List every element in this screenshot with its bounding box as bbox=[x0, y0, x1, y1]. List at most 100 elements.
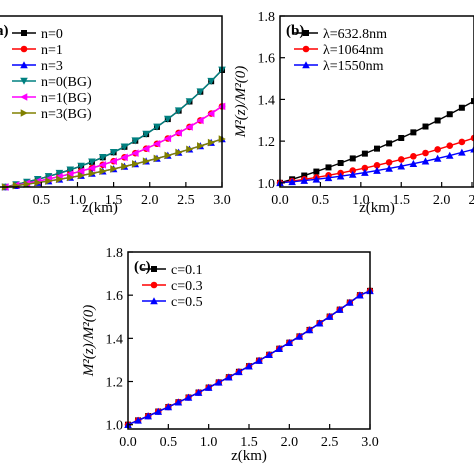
legend-label: n=3 bbox=[41, 59, 63, 74]
legend-marker bbox=[302, 61, 310, 69]
x-tick-label: 2 bbox=[469, 193, 474, 208]
data-point bbox=[55, 169, 64, 177]
data-point bbox=[77, 167, 85, 175]
x-tick-label: 2.5 bbox=[177, 193, 195, 208]
data-point bbox=[409, 159, 418, 167]
x-tick-label: 0.0 bbox=[119, 435, 137, 450]
series-3 bbox=[124, 287, 374, 428]
data-point bbox=[349, 155, 356, 162]
y-axis-label: M²(z)/M²(0) bbox=[81, 305, 97, 377]
data-point bbox=[207, 138, 215, 147]
data-point bbox=[207, 109, 215, 118]
data-point bbox=[77, 162, 85, 170]
data-point bbox=[445, 151, 454, 159]
data-point bbox=[196, 88, 205, 96]
x-tick-label: 0.5 bbox=[160, 435, 178, 450]
series-line bbox=[279, 137, 474, 184]
legend: n=0n=1n=3n=0(BG)n=1(BG)n=3(BG) bbox=[12, 27, 92, 122]
data-point bbox=[385, 159, 393, 166]
data-point bbox=[313, 168, 320, 175]
data-point bbox=[373, 162, 381, 169]
data-point bbox=[325, 312, 334, 320]
legend-label: n=0(BG) bbox=[41, 75, 92, 90]
data-point bbox=[275, 344, 284, 353]
data-point bbox=[98, 154, 107, 162]
x-tick-label: 3.0 bbox=[361, 435, 379, 450]
data-point bbox=[174, 129, 182, 137]
data-point bbox=[361, 164, 369, 172]
data-point bbox=[164, 134, 172, 143]
legend-marker bbox=[20, 61, 28, 69]
data-point bbox=[153, 154, 161, 163]
data-point bbox=[23, 180, 31, 188]
data-point bbox=[288, 177, 296, 186]
data-point bbox=[335, 305, 344, 313]
data-point bbox=[397, 162, 406, 170]
legend-label: λ=1064nm bbox=[323, 43, 384, 58]
legend-marker bbox=[302, 45, 310, 53]
x-tick-label: 2.5 bbox=[321, 435, 339, 450]
x-axis-label: z(km) bbox=[231, 448, 267, 464]
y-tick-label: 1.8 bbox=[106, 246, 124, 261]
data-point bbox=[175, 148, 183, 157]
y-tick-label: 1.6 bbox=[106, 289, 124, 304]
data-point bbox=[131, 160, 140, 168]
panel-2: 0.0 0.5 1.0 1.5 2.0 2 1.0 1.2 1.4 1.6 1.8 z(km) M²(z… bbox=[233, 10, 474, 216]
data-point bbox=[196, 116, 204, 125]
data-point bbox=[194, 388, 203, 396]
plot-frame bbox=[127, 251, 371, 430]
data-point bbox=[434, 146, 441, 153]
data-point bbox=[421, 157, 430, 165]
series-line bbox=[127, 290, 371, 426]
data-point bbox=[77, 171, 85, 180]
data-point bbox=[361, 168, 369, 176]
data-point bbox=[214, 378, 223, 386]
data-point bbox=[164, 151, 172, 160]
y-tick-label: 1.8 bbox=[258, 10, 276, 25]
data-point bbox=[134, 416, 142, 424]
x-axis-label: z(km) bbox=[82, 200, 118, 216]
data-point bbox=[88, 169, 96, 178]
data-point bbox=[88, 158, 96, 166]
panel-1: 0.51.01.52.02.53.0z(km)a)n=0n=1n=3n=0(BG… bbox=[0, 15, 231, 216]
data-point bbox=[471, 98, 474, 105]
plot-frame bbox=[279, 15, 474, 188]
data-point bbox=[204, 383, 213, 391]
data-point bbox=[398, 134, 405, 141]
data-point bbox=[434, 117, 441, 124]
data-point bbox=[44, 173, 53, 181]
data-point bbox=[295, 332, 304, 340]
y-axis-label: M²(z)/M²(0) bbox=[233, 66, 249, 138]
legend-marker bbox=[21, 30, 27, 36]
data-point bbox=[184, 393, 193, 401]
data-point bbox=[470, 134, 474, 142]
data-point bbox=[164, 115, 172, 123]
data-point bbox=[144, 412, 152, 420]
x-tick-label: 2.0 bbox=[433, 193, 451, 208]
data-point bbox=[265, 350, 273, 359]
x-tick-label: 1.0 bbox=[352, 193, 370, 208]
data-point bbox=[422, 123, 429, 130]
data-point bbox=[120, 143, 129, 151]
data-point bbox=[410, 153, 417, 160]
legend-label: c=0.1 bbox=[171, 263, 203, 278]
y-tick-label: 1.4 bbox=[258, 93, 276, 108]
data-point bbox=[154, 407, 163, 415]
data-point bbox=[142, 130, 150, 138]
data-point bbox=[120, 153, 128, 162]
x-tick-label: 1.0 bbox=[69, 193, 87, 208]
x-tick-label: 0.0 bbox=[271, 193, 289, 208]
x-axis-label: z(km) bbox=[359, 200, 395, 216]
data-point bbox=[324, 174, 333, 182]
legend-marker bbox=[20, 77, 28, 85]
legend-marker bbox=[150, 297, 158, 305]
x-tick-label: 2.0 bbox=[141, 193, 159, 208]
legend-marker bbox=[150, 281, 158, 289]
series-1 bbox=[125, 287, 373, 428]
data-point bbox=[142, 157, 150, 166]
data-point bbox=[458, 148, 466, 156]
data-point bbox=[422, 149, 429, 157]
y-tick-label: 1.0 bbox=[258, 177, 276, 192]
data-point bbox=[285, 338, 294, 346]
